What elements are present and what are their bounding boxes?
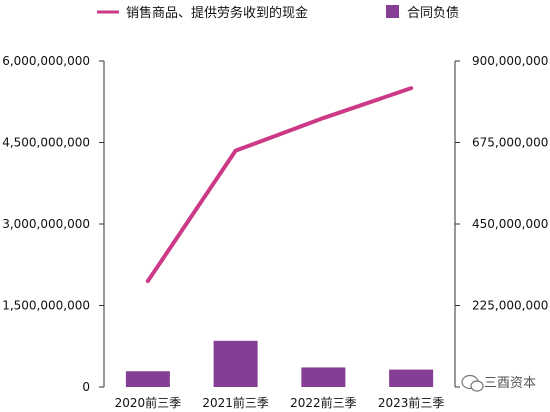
cash-received-line — [145, 86, 414, 284]
line-point-2023前三季 — [410, 87, 412, 89]
left-tick-label: 6,000,000,000 — [2, 54, 90, 68]
bar-2022前三季 — [301, 367, 346, 387]
legend-bar-swatch — [386, 5, 399, 18]
line-point-2021前三季 — [235, 150, 237, 152]
left-tick-label: 1,500,000,000 — [2, 299, 90, 313]
axes: 0 1,500,000,000 3,000,000,000 4,500,000,000… — [2, 54, 548, 394]
right-tick-label: 900,000,000 — [472, 54, 548, 68]
line-point-2022前三季 — [322, 117, 324, 119]
left-tick-label: 3,000,000,000 — [2, 217, 90, 231]
wechat-icon — [461, 374, 484, 392]
right-tick-label: 225,000,000 — [472, 299, 548, 313]
legend-label-bar: 合同负债 — [407, 6, 459, 21]
bar-series — [125, 340, 434, 387]
line-series — [145, 86, 414, 284]
x-tick-label: 2021前三季 — [202, 395, 269, 410]
watermark-text: 三酉资本 — [484, 376, 536, 391]
bar-2021前三季 — [213, 340, 258, 387]
x-axis-labels: 2020前三季 2021前三季 2022前三季 2023前三季 — [115, 395, 445, 410]
left-tick-label: 4,500,000,000 — [2, 136, 90, 150]
x-tick-label: 2022前三季 — [290, 395, 357, 410]
bar-2020前三季 — [125, 371, 170, 387]
right-tick-label: 675,000,000 — [472, 136, 548, 150]
x-tick-label: 2023前三季 — [378, 395, 445, 410]
legend-label-line: 销售商品、提供劳务收到的现金 — [126, 5, 308, 21]
legend: 销售商品、提供劳务收到的现金 合同负债 — [97, 5, 459, 21]
right-tick-label: 450,000,000 — [472, 217, 548, 231]
bar-2023前三季 — [389, 369, 434, 387]
x-tick-label: 2020前三季 — [115, 395, 182, 410]
watermark: 三酉资本 — [461, 374, 536, 392]
line-point-2020前三季 — [147, 280, 149, 282]
left-tick-label: 0 — [82, 380, 90, 394]
